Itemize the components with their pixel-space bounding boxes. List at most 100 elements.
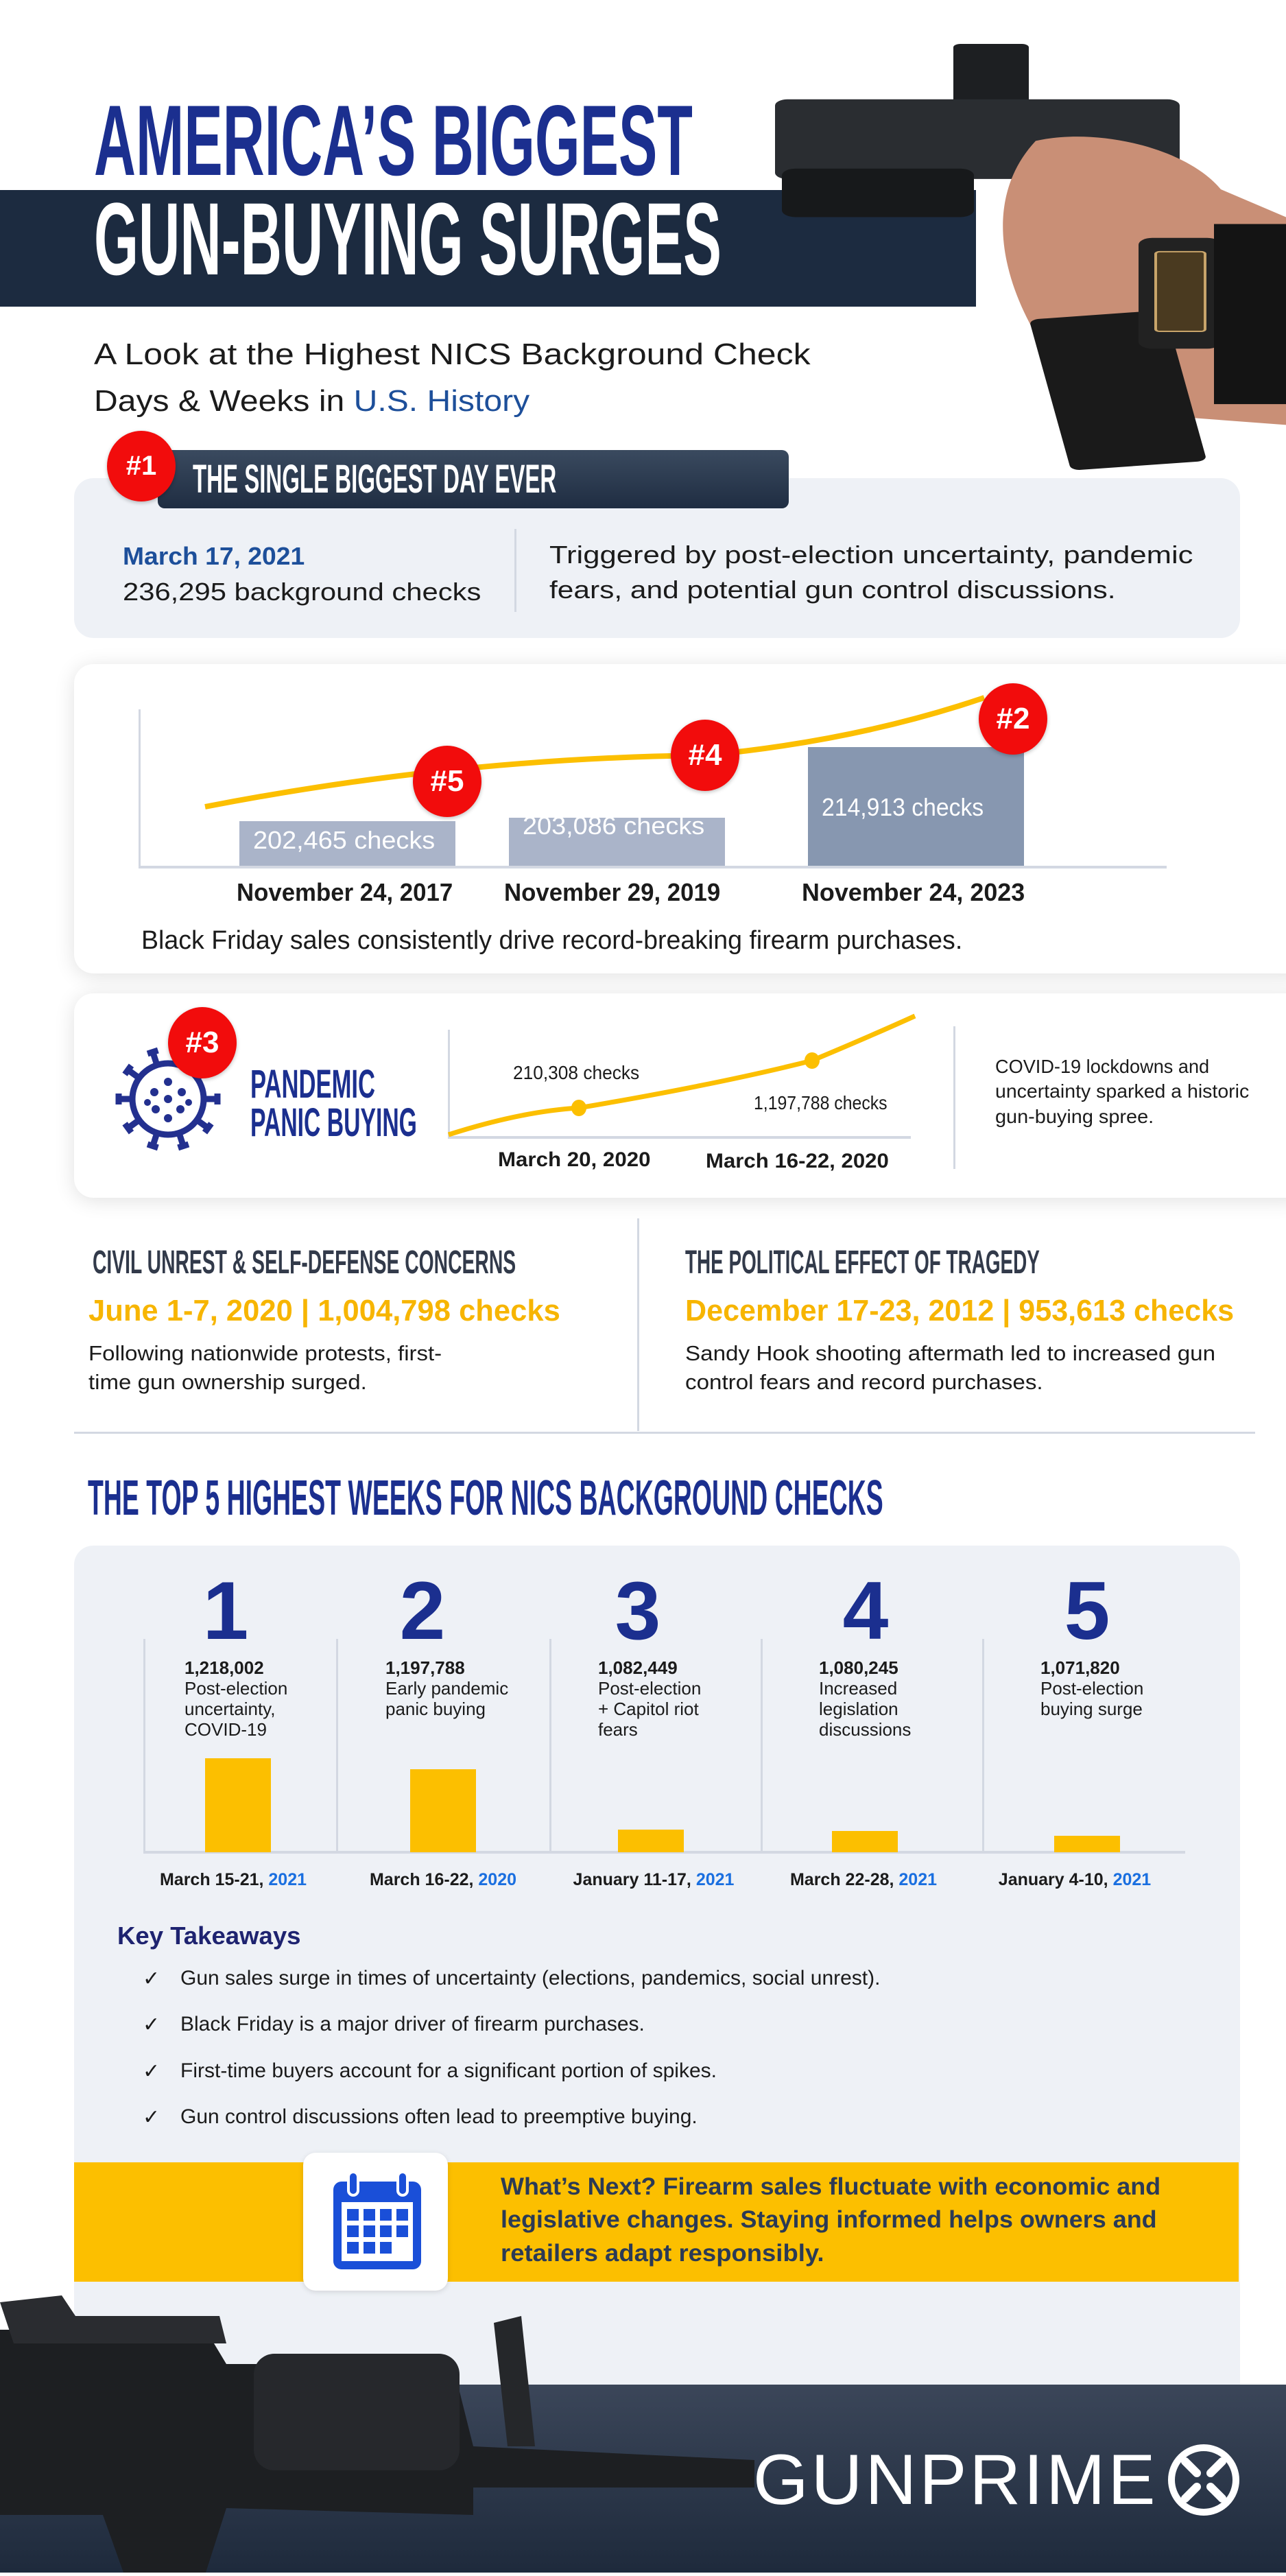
tragedy-stat: December 17-23, 2012 | 953,613 checks [685, 1294, 1235, 1327]
column-divider [761, 1639, 763, 1852]
week-details: 1,080,245 Increased legislation discussions [819, 1657, 911, 1740]
subtitle-prefix: Days & Weeks in [94, 384, 354, 418]
whats-next-line-3: retailers adapt responsibly. [501, 2240, 824, 2267]
whats-next-line-2: legislative changes. Staying informed he… [501, 2206, 1157, 2233]
whats-next-banner [74, 2162, 1239, 2282]
week-rank: 3 [615, 1565, 661, 1657]
biggest-day-date: March 17, 2021 [123, 542, 305, 570]
week-date: March 22-28, 2021 [790, 1870, 937, 1890]
week-count: 1,218,002 [184, 1657, 264, 1678]
divider [953, 1026, 955, 1169]
week-count: 1,197,788 [385, 1657, 465, 1678]
week-date-range: March 15-21, [159, 1870, 269, 1889]
week-year: 2020 [478, 1870, 517, 1889]
calendar-icon [333, 2171, 421, 2269]
pandemic-point1-label: 210,308 checks [513, 1062, 640, 1083]
week-rank: 1 [202, 1565, 249, 1657]
title-line-2: GUN-BUYING SURGES [94, 181, 722, 296]
week-bar [1054, 1835, 1120, 1852]
week-details: 1,218,002 Post-election uncertainty, COVID-… [184, 1657, 287, 1740]
week-description-line: buying surge [1040, 1699, 1143, 1719]
bar-date-label: November 24, 2023 [802, 878, 1025, 906]
week-description-line: + Capitol riot [598, 1699, 699, 1719]
tragedy-body-2: control fears and record purchases. [685, 1370, 1043, 1394]
bar-value-label: 203,086 checks [523, 812, 705, 840]
biggest-day-count: 236,295 background checks [123, 578, 481, 606]
divider [514, 529, 516, 612]
biggest-day-heading: THE SINGLE BIGGEST DAY EVER [193, 457, 557, 501]
pandemic-description-3: gun-buying spree. [995, 1106, 1154, 1127]
gunprime-logo: GUNPRIME [753, 2444, 1241, 2516]
civil-unrest-heading: CIVIL UNREST & SELF-DEFENSE CONCERNS [93, 1244, 516, 1281]
pandemic-description-1: COVID-19 lockdowns and [995, 1056, 1210, 1077]
subtitle-highlight: U.S. History [353, 384, 530, 418]
week-bar [205, 1758, 271, 1852]
black-friday-bar [808, 747, 1024, 866]
week-description-line: Increased [819, 1678, 898, 1699]
week-details: 1,197,788 Early pandemic panic buying [385, 1657, 508, 1719]
top-weeks-card [74, 1546, 1240, 2437]
week-description-line: uncertainty, [184, 1699, 276, 1719]
week-count: 1,071,820 [1040, 1657, 1120, 1678]
week-year: 2021 [898, 1870, 938, 1889]
check-icon: ✓ [143, 2060, 160, 2083]
pandemic-description-2: uncertainty sparked a historic [995, 1080, 1250, 1102]
subtitle-line-1: A Look at the Highest NICS Background Ch… [94, 338, 811, 371]
week-details: 1,082,449 Post-election + Capitol riot fear… [598, 1657, 701, 1740]
rank-badge-3: #3 [168, 1007, 237, 1078]
column-divider [982, 1639, 984, 1852]
column-divider [549, 1639, 551, 1852]
pistol-image [775, 44, 1286, 470]
week-date: March 16-22, 2020 [370, 1870, 516, 1890]
check-icon: ✓ [143, 2013, 160, 2036]
black-friday-caption: Black Friday sales consistently drive re… [141, 926, 963, 955]
tragedy-heading: THE POLITICAL EFFECT OF TRAGEDY [685, 1244, 1040, 1281]
takeaway-text: Black Friday is a major driver of firear… [180, 2013, 645, 2035]
calendar-icon-box [303, 2153, 448, 2291]
takeaway-text: First-time buyers account for a signific… [180, 2059, 717, 2082]
black-friday-bar [239, 821, 455, 866]
rank-badge: #5 [413, 746, 481, 817]
week-bar [410, 1769, 476, 1852]
rank-badge: #2 [979, 683, 1047, 755]
chart-y-axis [139, 709, 141, 867]
pandemic-point2-label: 1,197,788 checks [754, 1092, 888, 1113]
takeaway-item: ✓ Gun sales surge in times of uncertaint… [0, 1967, 1166, 1994]
pandemic-date1: March 20, 2020 [498, 1148, 651, 1171]
rank-badge: #4 [671, 720, 739, 791]
whats-next-line-1: What’s Next? Firearm sales fluctuate wit… [501, 2173, 1161, 2200]
crosshair-logo-icon [1168, 2444, 1239, 2516]
black-friday-trend-line [204, 695, 986, 810]
rank-badge-1: #1 [107, 431, 176, 501]
top-weeks-heading: THE TOP 5 HIGHEST WEEKS FOR NICS BACKGRO… [88, 1471, 883, 1526]
week-count: 1,082,449 [598, 1657, 678, 1678]
week-details: 1,071,820 Post-election buying surge [1040, 1657, 1143, 1719]
civil-unrest-body-1: Following nationwide protests, first- [88, 1341, 442, 1365]
pandemic-chart-y-axis [448, 1030, 450, 1137]
biggest-day-heading-bar [158, 450, 789, 508]
week-date-range: March 16-22, [369, 1870, 479, 1889]
column-divider [143, 1639, 145, 1852]
week-date: January 4-10, 2021 [999, 1870, 1151, 1890]
week-year: 2021 [695, 1870, 735, 1889]
week-rank: 5 [1064, 1565, 1110, 1657]
civil-unrest-body-2: time gun ownership surged. [88, 1370, 367, 1394]
weeks-chart-baseline [143, 1851, 1185, 1854]
week-description-line: Early pandemic [385, 1678, 509, 1699]
takeaway-text: Gun control discussions often lead to pr… [180, 2105, 698, 2128]
week-description-line: Post-election [598, 1678, 702, 1699]
column-divider [336, 1639, 338, 1852]
week-date-range: January 4-10, [998, 1870, 1113, 1889]
pandemic-card [74, 993, 1286, 1198]
week-bar [618, 1830, 684, 1852]
week-description-line: Post-election [1040, 1678, 1144, 1699]
week-rank: 2 [399, 1565, 446, 1657]
pandemic-trend-line [447, 1013, 916, 1137]
check-icon: ✓ [143, 1968, 160, 1990]
black-friday-bar [509, 817, 725, 866]
takeaway-item: ✓ First-time buyers account for a signif… [0, 2059, 1166, 2087]
bar-value-label: 202,465 checks [253, 826, 436, 854]
week-date: January 11-17, 2021 [573, 1870, 735, 1890]
check-icon: ✓ [143, 2106, 160, 2129]
week-bar [832, 1831, 898, 1852]
